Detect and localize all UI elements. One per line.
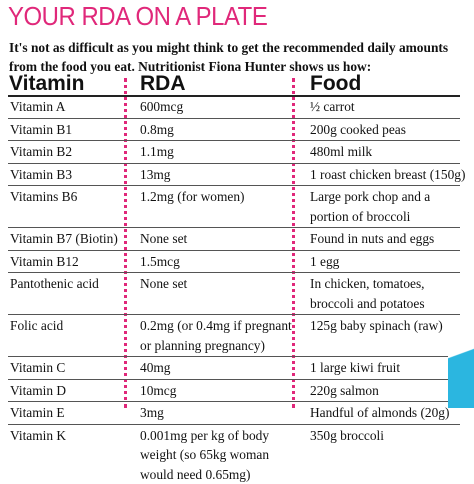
vitamin-cell: Pantothenic acid — [10, 276, 99, 291]
rda-cell: weight (so 65kg woman — [140, 447, 270, 462]
rda-cell: None set — [140, 276, 188, 291]
food-cell: portion of broccoli — [310, 208, 411, 224]
rda-cell: 13mg — [140, 166, 171, 182]
vitamin-cell: Vitamin B1 — [10, 121, 73, 137]
row-divider — [8, 140, 460, 141]
rda-cell: 0.8mg — [140, 121, 174, 137]
vitamin-cell: Vitamin B2 — [10, 144, 73, 159]
vitamin-cell: Vitamins B6 — [10, 189, 78, 204]
rda-cell: 0.2mg (or 0.4mg if pregnant — [140, 318, 292, 333]
row-divider — [8, 227, 460, 228]
rda-cell: 600mcg — [140, 99, 184, 114]
food-cell: In chicken, tomatoes, — [310, 276, 425, 291]
row-divider — [8, 423, 460, 425]
rda-cell: 1.2mg (for women) — [140, 189, 245, 204]
column-divider-food — [292, 78, 295, 408]
row-divider — [8, 95, 460, 97]
vitamin-cell: Vitamin A — [10, 99, 66, 114]
rda-cell: 0.001mg per kg of body — [140, 427, 270, 443]
food-cell: 1 egg — [310, 253, 340, 269]
vitamin-cell: Vitamin B12 — [10, 253, 79, 269]
decorative-corner — [448, 318, 474, 408]
rda-cell: 3mg — [140, 405, 164, 420]
food-cell: 125g baby spinach (raw) — [310, 318, 443, 333]
row-divider — [8, 185, 460, 186]
row-divider — [8, 378, 460, 380]
food-cell: 1 roast chicken breast (150g) — [310, 166, 466, 182]
vitamin-cell: Vitamin D — [10, 382, 67, 398]
food-cell: ½ carrot — [310, 99, 355, 114]
rda-cell: 10mcg — [140, 382, 177, 398]
row-divider — [8, 117, 460, 119]
intro-text: It's not as difficult as you might think… — [9, 40, 449, 74]
header-food: Food — [310, 72, 362, 95]
header-vitamin: Vitamin — [9, 72, 85, 95]
rda-cell: None set — [140, 231, 188, 246]
vitamin-cell: Vitamin B7 (Biotin) — [10, 231, 118, 246]
vitamin-cell: Vitamin E — [10, 405, 65, 420]
vitamin-cell: Folic acid — [10, 318, 64, 333]
food-cell: 480ml milk — [310, 144, 373, 159]
food-cell: 350g broccoli — [310, 427, 385, 443]
row-divider — [8, 272, 460, 273]
rda-cell: or planning pregnancy) — [140, 337, 265, 353]
vitamin-cell: Vitamin B3 — [10, 166, 73, 182]
row-divider — [8, 162, 460, 164]
vitamin-cell: Vitamin C — [10, 360, 66, 375]
food-cell: 200g cooked peas — [310, 121, 406, 137]
food-cell: Large pork chop and a — [310, 189, 431, 204]
row-divider — [8, 401, 460, 402]
page-title: YOUR RDA ON A PLATE — [8, 1, 268, 31]
food-cell: Found in nuts and eggs — [310, 231, 435, 246]
header-rda: RDA — [140, 72, 186, 95]
food-cell: Handful of almonds (20g) — [310, 405, 450, 420]
row-divider — [8, 314, 460, 315]
rda-cell: 40mg — [140, 360, 171, 375]
row-divider — [8, 356, 460, 357]
row-divider — [8, 249, 460, 251]
column-divider-rda — [124, 78, 127, 408]
vitamin-cell: Vitamin K — [10, 427, 67, 443]
rda-cell: 1.5mcg — [140, 253, 180, 269]
food-cell: broccoli and potatoes — [310, 295, 425, 311]
rda-cell: would need 0.65mg) — [140, 466, 251, 482]
food-cell: 220g salmon — [310, 382, 379, 398]
rda-cell: 1.1mg — [140, 144, 174, 159]
food-cell: 1 large kiwi fruit — [310, 360, 401, 375]
